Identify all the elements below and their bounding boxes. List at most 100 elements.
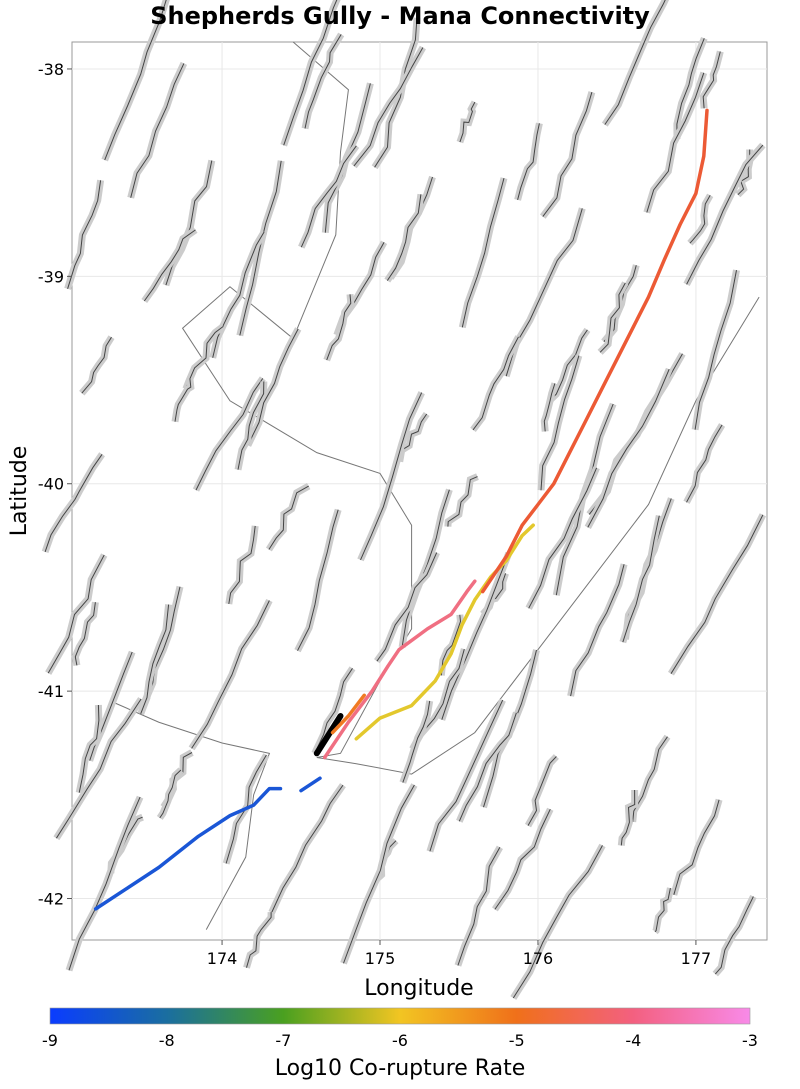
fault-trace (472, 336, 519, 431)
fault-trace (542, 91, 593, 217)
fault-trace (130, 63, 185, 198)
fault-trace (143, 586, 181, 704)
fault-trace (225, 754, 267, 864)
fault-trace (458, 712, 517, 822)
fault-trace (47, 554, 105, 674)
colorbar-label: Log10 Co-rupture Rate (275, 1056, 526, 1081)
series-orange-fault (330, 693, 366, 735)
fault-trace (237, 381, 265, 470)
fault-trace (283, 0, 338, 146)
fault-trace (676, 38, 705, 139)
colorbar-tick-label: -5 (509, 1031, 525, 1050)
fault-trace (314, 668, 353, 754)
fault-trace (694, 270, 737, 430)
fault-trace (374, 17, 418, 168)
coastline-south (111, 701, 271, 930)
fault-trace (212, 231, 265, 358)
fault-trace (67, 180, 102, 289)
y-axis-label: Latitude (7, 446, 32, 537)
fault-trace (550, 329, 588, 400)
fault-trace (543, 383, 556, 432)
fault-trace (587, 369, 670, 528)
colorbar-tick-label: -8 (159, 1031, 175, 1050)
fault-trace (461, 177, 505, 328)
x-tick-label: 174 (207, 949, 238, 968)
fault-trace (528, 467, 598, 609)
fault-trace (228, 525, 256, 604)
x-axis-label: Longitude (364, 976, 473, 1001)
series-pink-fault (322, 579, 477, 760)
background-faults (41, 0, 767, 1000)
fault-trace (386, 194, 422, 281)
fault-trace (353, 47, 424, 167)
fault-trace (447, 476, 478, 527)
fault-trace (632, 736, 668, 822)
colorbar-tick-label: -7 (275, 1031, 291, 1050)
colorbar-tick-label: -4 (625, 1031, 641, 1050)
colorbar (49, 1007, 751, 1025)
fault-trace (104, 0, 167, 161)
fault-trace (191, 600, 270, 749)
fault-trace (689, 195, 711, 244)
fault-trace (360, 392, 423, 561)
fault-trace (271, 784, 344, 913)
fault-trace (55, 698, 142, 839)
fault-trace (174, 378, 192, 422)
fault-trace (654, 888, 671, 933)
fault-trace (44, 454, 103, 553)
series-blue-fault (93, 786, 283, 911)
fault-trace (429, 699, 504, 852)
fault-trace (494, 808, 551, 910)
fault-trace (570, 564, 625, 697)
fault-trace (143, 229, 196, 302)
x-tick-label: 176 (523, 949, 554, 968)
fault-trace (239, 160, 282, 336)
series-blue-fault-2 (299, 776, 322, 793)
fault-trace (159, 769, 182, 819)
fault-trace (527, 756, 557, 826)
coastline (111, 41, 760, 930)
colorbar-ticks: -9 -8 -7 -6 -5 -4 -3 (42, 1031, 758, 1050)
fault-trace (702, 51, 721, 109)
fault-trace (81, 336, 112, 394)
y-tick-label: -42 (38, 890, 64, 909)
rupture-series (93, 108, 709, 911)
fault-trace (673, 799, 720, 895)
y-tick-label: -39 (38, 267, 64, 286)
fault-trace (74, 602, 96, 666)
fault-trace (441, 552, 510, 720)
series-red-fault (480, 108, 709, 594)
fault-trace (622, 515, 660, 643)
fault-trace (512, 845, 603, 999)
series-yellow-fault (354, 523, 535, 741)
fault-trace (457, 847, 501, 966)
y-tick-label: -40 (38, 475, 64, 494)
fault-trace (714, 896, 754, 975)
fault-trace (440, 614, 462, 676)
fault-trace (268, 485, 309, 550)
coastline-north (181, 41, 760, 775)
y-tick-label: -38 (38, 60, 64, 79)
fault-trace (68, 796, 141, 971)
fault-trace (326, 294, 352, 361)
fault-trace (376, 552, 438, 662)
colorbar-tick-label: -9 (42, 1031, 58, 1050)
axis-ticks: 174 175 176 177 -38 -39 -40 -41 -42 (38, 60, 711, 968)
fault-trace (620, 789, 636, 846)
fault-trace (140, 604, 170, 714)
fault-trace (300, 145, 357, 248)
fault-trace (304, 34, 342, 129)
chart-title: Shepherds Gully - Mana Connectivity (150, 2, 650, 30)
series-source-fault (313, 713, 344, 757)
fault-trace (195, 378, 264, 491)
fault-trace (540, 355, 580, 491)
x-tick-label: 175 (365, 949, 396, 968)
fault-trace (646, 72, 705, 213)
fault-trace (686, 144, 764, 285)
fault-trace (459, 101, 476, 143)
fault-trace (402, 700, 431, 783)
fault-trace (246, 912, 272, 968)
fault-trace (401, 489, 450, 648)
fault-trace (686, 424, 723, 503)
